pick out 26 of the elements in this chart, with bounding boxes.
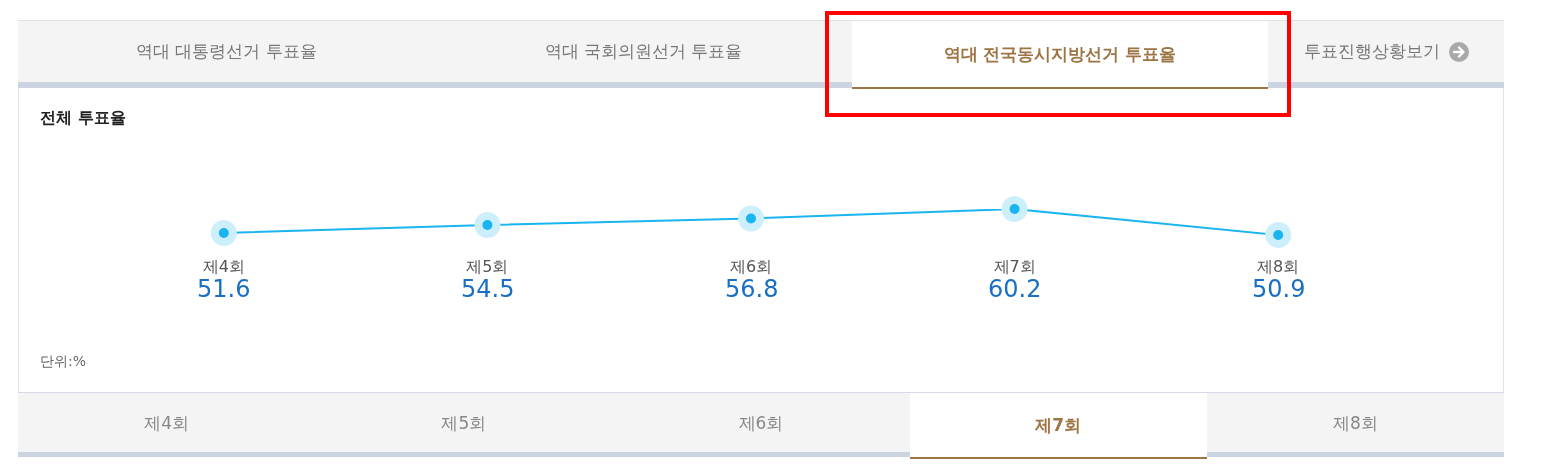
point: [1001, 196, 1028, 222]
tab[interactable]: 제7회: [909, 393, 1207, 459]
text: 단위:%: [40, 353, 87, 371]
x-tick-label: 제6회: [729, 257, 773, 276]
tab[interactable]: 투표진행상황보기: [1268, 21, 1504, 82]
x-tick-label: 제5회: [466, 257, 509, 276]
data-label: 60.2: [988, 275, 1042, 303]
chart-title: 전체 투표율: [40, 108, 126, 129]
tab[interactable]: 제5회: [315, 393, 613, 453]
tab[interactable]: 제6회: [612, 393, 910, 453]
tab[interactable]: 역대 전국동시지방선거 투표율: [852, 21, 1268, 89]
data-label: 51.6: [197, 275, 251, 303]
data-label: 50.9: [1252, 275, 1306, 303]
x-tick-label: 제7회: [993, 257, 1036, 276]
tab[interactable]: 제4회: [18, 393, 316, 453]
data-label: 54.5: [461, 275, 515, 303]
point: [474, 211, 501, 238]
tab[interactable]: 역대 대통령선거 투표율: [18, 21, 435, 82]
point: [1265, 222, 1292, 248]
tab[interactable]: 역대 국회의원선거 투표율: [435, 21, 852, 82]
point: [738, 205, 764, 232]
x-tick-label: 제4회: [202, 257, 245, 276]
tab[interactable]: 제8회: [1206, 393, 1504, 453]
point: [210, 220, 237, 247]
data-label: 56.8: [725, 275, 779, 303]
x-tick-label: 제8회: [1257, 257, 1300, 276]
